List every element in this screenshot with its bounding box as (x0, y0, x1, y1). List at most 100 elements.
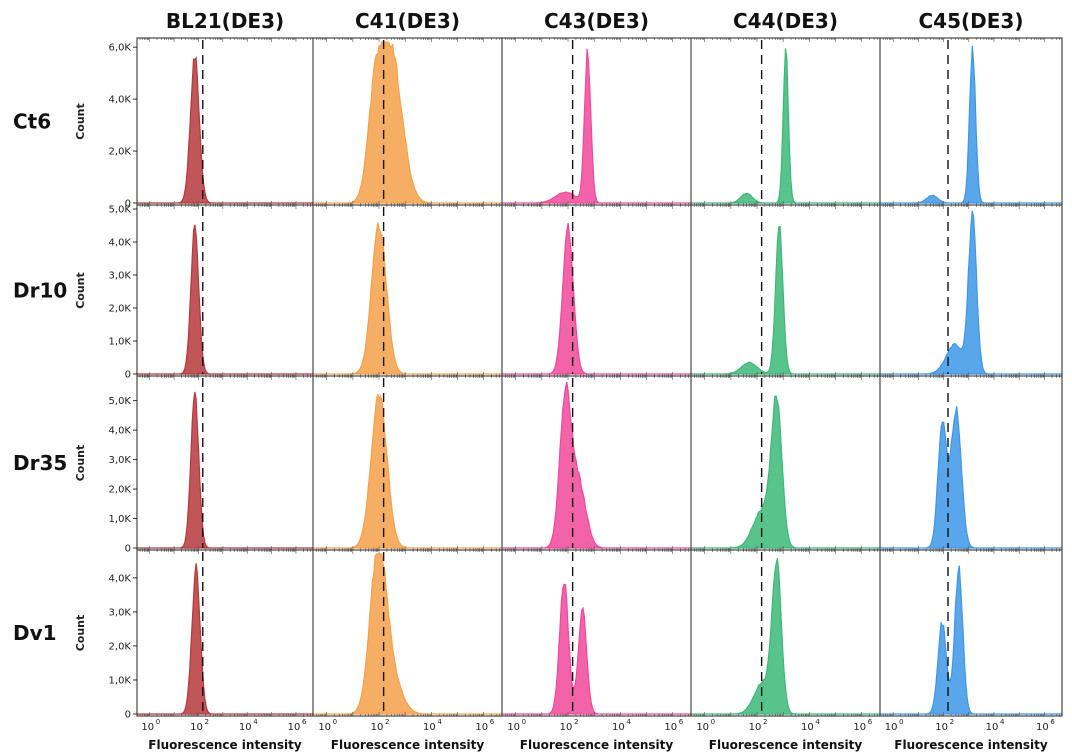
histogram-area (137, 224, 313, 375)
row-label: Dv1 (13, 621, 57, 645)
y-tick-label: 3,0K (109, 455, 132, 466)
panel-frame (879, 549, 1063, 717)
histogram-area (502, 583, 691, 715)
column-title: BL21(DE3) (166, 9, 284, 33)
column-title: C41(DE3) (355, 9, 460, 33)
x-tick-label: 10 (664, 722, 677, 733)
column-title: C45(DE3) (919, 9, 1024, 33)
y-tick-label: 0 (125, 544, 131, 555)
x-tick-exponent: 6 (490, 718, 495, 726)
x-tick-exponent: 0 (156, 718, 160, 726)
y-tick-label: 5,0K (109, 205, 132, 216)
row-label: Dr35 (13, 451, 67, 475)
x-tick-label: 10 (1036, 722, 1049, 733)
x-tick-exponent: 0 (899, 718, 903, 726)
y-tick-label: 1,0K (109, 337, 132, 348)
panel-frame (136, 37, 314, 206)
x-tick-exponent: 4 (626, 718, 631, 726)
histogram-area (691, 48, 880, 204)
histogram-area (313, 222, 502, 375)
row-label: Ct6 (13, 110, 51, 134)
histogram-area (313, 553, 502, 715)
row-label: Dr10 (13, 279, 67, 303)
histogram-area (691, 395, 880, 549)
y-tick-label: 1,0K (109, 514, 132, 525)
y-tick-label: 2,0K (109, 304, 132, 315)
x-tick-exponent: 2 (385, 718, 389, 726)
x-tick-exponent: 6 (679, 718, 684, 726)
y-tick-label: 3,0K (109, 607, 132, 618)
x-tick-label: 10 (749, 722, 762, 733)
y-tick-label: 2,0K (109, 641, 132, 652)
y-tick-label: 6,0K (109, 43, 132, 54)
y-tick-label: 2,0K (109, 485, 132, 496)
x-tick-exponent: 0 (711, 718, 715, 726)
y-tick-label: 4,0K (109, 573, 132, 584)
histogram-area (137, 56, 313, 204)
y-tick-label: 0 (125, 710, 131, 721)
x-axis-label: Fluorescence intensity (331, 738, 485, 752)
x-tick-exponent: 2 (763, 718, 767, 726)
x-tick-exponent: 6 (1050, 718, 1055, 726)
y-axis-label: Count (74, 615, 87, 652)
x-tick-label: 10 (612, 722, 625, 733)
x-tick-exponent: 4 (815, 718, 820, 726)
histogram-area (313, 393, 502, 549)
histogram-area (691, 558, 880, 715)
x-tick-exponent: 4 (1000, 718, 1005, 726)
panel-frame (501, 204, 692, 377)
y-tick-label: 0 (125, 370, 131, 381)
panel-frame (312, 204, 503, 377)
y-tick-label: 4,0K (109, 95, 132, 106)
y-tick-label: 1,0K (109, 675, 132, 686)
panel-frame (501, 37, 692, 206)
panel-frame (501, 549, 692, 717)
x-tick-label: 10 (423, 722, 436, 733)
x-tick-exponent: 2 (574, 718, 578, 726)
y-tick-label: 3,0K (109, 271, 132, 282)
x-tick-label: 10 (986, 722, 999, 733)
y-tick-label: 2,0K (109, 147, 132, 158)
panel-frame (879, 375, 1063, 551)
panel-frame (136, 204, 314, 377)
histogram-area (137, 563, 313, 715)
x-tick-exponent: 6 (868, 718, 873, 726)
x-tick-label: 10 (935, 722, 948, 733)
x-tick-label: 10 (190, 722, 203, 733)
x-tick-exponent: 6 (302, 718, 307, 726)
x-tick-label: 10 (318, 722, 331, 733)
x-tick-exponent: 4 (437, 718, 442, 726)
x-tick-label: 10 (141, 722, 154, 733)
panel-frame (501, 375, 692, 551)
histogram-area (880, 565, 1062, 715)
x-tick-exponent: 0 (522, 718, 526, 726)
panel-frame (136, 549, 314, 717)
panel-frame (312, 549, 503, 717)
x-tick-label: 10 (885, 722, 898, 733)
y-tick-label: 5,0K (109, 396, 132, 407)
panel-frame (136, 375, 314, 551)
x-tick-exponent: 0 (333, 718, 337, 726)
histogram-area (880, 406, 1062, 549)
histogram-area (502, 222, 691, 375)
x-tick-label: 10 (239, 722, 252, 733)
histogram-area (137, 391, 313, 549)
y-tick-label: 0 (125, 199, 131, 210)
column-title: C44(DE3) (733, 9, 838, 33)
y-axis-label: Count (74, 272, 87, 309)
x-tick-label: 10 (560, 722, 573, 733)
histogram-area (880, 210, 1062, 375)
y-tick-label: 4,0K (109, 426, 132, 437)
histogram-area (502, 48, 691, 204)
x-tick-exponent: 4 (253, 718, 258, 726)
x-axis-label: Fluorescence intensity (709, 738, 863, 752)
x-tick-label: 10 (371, 722, 384, 733)
histogram-area (502, 381, 691, 549)
histogram-area (880, 45, 1062, 204)
histogram-area (313, 41, 502, 204)
x-tick-label: 10 (696, 722, 709, 733)
x-axis-label: Fluorescence intensity (148, 738, 302, 752)
y-tick-label: 4,0K (109, 238, 132, 249)
y-axis-label: Count (74, 103, 87, 140)
x-tick-label: 10 (507, 722, 520, 733)
